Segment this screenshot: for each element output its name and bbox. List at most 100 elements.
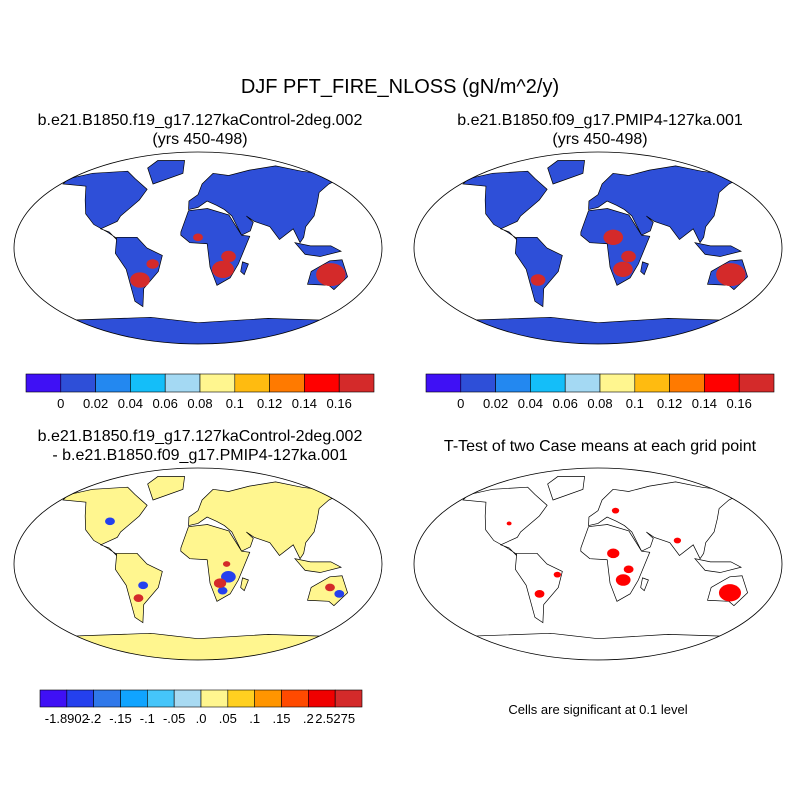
colorbar-label: 0.04 <box>518 396 543 411</box>
colorbar-box <box>599 373 636 393</box>
colorbar-box <box>269 373 305 393</box>
colorbar-box <box>120 689 148 708</box>
colorbar-box <box>147 689 175 708</box>
colorbar-box <box>564 373 601 393</box>
landmass-madagascar <box>240 261 249 276</box>
landmass-north-america <box>462 486 548 556</box>
colorbar-label: 0.02 <box>483 396 508 411</box>
colorbar-label: 0.08 <box>187 396 212 411</box>
map-panel-1 <box>13 151 383 345</box>
colorbar-box <box>199 373 236 393</box>
colorbar-box <box>39 689 68 708</box>
landmass-greenland <box>147 476 185 501</box>
colorbar-label: 0 <box>457 396 464 411</box>
colorbar-label: 0.04 <box>118 396 143 411</box>
landmass-north-america <box>462 170 548 240</box>
landmass-africa <box>580 208 651 286</box>
grid-cell-cluster <box>105 517 115 526</box>
colorbar-box <box>60 373 96 393</box>
colorbar-label: .0 <box>196 711 207 726</box>
grid-cell-cluster <box>221 250 236 263</box>
grid-cell-cluster <box>673 537 682 544</box>
colorbar-label: 0.08 <box>587 396 612 411</box>
landmass-madagascar <box>240 577 249 592</box>
grid-cell-cluster <box>718 584 742 602</box>
landmass-antarctica <box>459 316 737 344</box>
colorbar-label: -.05 <box>163 711 185 726</box>
colorbar-2: 0 0.02 0.04 0.06 0.08 0.1 0.12 0.14 0.16 <box>425 373 775 411</box>
panel2-title: b.e21.B1850.f09_g17.PMIP4-127ka.001 <box>457 112 743 129</box>
colorbar-box <box>495 373 531 393</box>
grid-cell-cluster <box>530 274 546 286</box>
colorbar-label: 0.1 <box>626 396 644 411</box>
colorbar-label: -.1 <box>140 711 155 726</box>
panel3-title: b.e21.B1850.f19_g17.127kaControl-2deg.00… <box>37 428 363 445</box>
grid-cell-cluster <box>316 263 346 287</box>
grid-cell-cluster <box>506 521 512 526</box>
colorbar-label: .2 <box>303 711 314 726</box>
colorbar-box <box>669 373 705 393</box>
colorbar-3: -1.8902-.2 -.15 -.1 -.05 .0 .05 .1 .15 .2 2.5275 <box>39 689 363 726</box>
colorbar-label: 0.12 <box>657 396 682 411</box>
colorbar-box <box>634 373 670 393</box>
colorbar-label: 0.16 <box>727 396 752 411</box>
colorbar-box <box>338 373 375 393</box>
colorbar-label: 0.02 <box>83 396 108 411</box>
colorbar-box <box>304 373 340 393</box>
landmass-africa <box>580 524 651 602</box>
landmass-madagascar <box>640 577 649 592</box>
colorbar-box <box>308 689 336 708</box>
colorbar-label: .05 <box>219 711 237 726</box>
colorbar-box <box>530 373 566 393</box>
colorbar-label: 0.14 <box>292 396 317 411</box>
colorbar-label: 0.14 <box>692 396 717 411</box>
landmass-greenland <box>547 160 585 185</box>
landmass-greenland <box>147 160 185 185</box>
colorbar-box <box>227 689 255 708</box>
grid-cell-cluster <box>534 590 545 598</box>
panel4-title: T-Test of two Case means at each grid po… <box>443 438 757 455</box>
map-border <box>13 467 383 661</box>
map-panel-4 <box>413 467 783 661</box>
colorbar-box <box>25 373 62 393</box>
colorbar-box <box>66 689 94 708</box>
grid-cell-cluster <box>217 586 228 595</box>
colorbar-label: .1 <box>249 711 260 726</box>
colorbar-label: -.15 <box>109 711 131 726</box>
grid-cell-cluster <box>213 578 227 588</box>
landmass-greenland <box>547 476 585 501</box>
colorbar-box <box>704 373 740 393</box>
grid-cell-cluster <box>611 507 620 514</box>
panel2-subtitle: (yrs 450-498) <box>552 131 648 148</box>
map-border <box>13 151 383 345</box>
colorbar-box <box>93 689 121 708</box>
figure-title: DJF PFT_FIRE_NLOSS (gN/m^2/y) <box>240 76 560 98</box>
grid-cell-cluster <box>325 583 335 592</box>
landmass-madagascar <box>640 261 649 276</box>
colorbar-box <box>95 373 131 393</box>
grid-cell-cluster <box>607 548 620 559</box>
landmass-antarctica <box>59 632 337 660</box>
grid-cell-cluster <box>130 272 150 288</box>
landmass-eurasia <box>188 165 341 244</box>
grid-cell-cluster <box>146 259 159 269</box>
colorbar-box <box>254 689 282 708</box>
colorbar-box <box>460 373 496 393</box>
colorbar-box <box>164 373 201 393</box>
map-panel-2 <box>413 151 783 345</box>
colorbar-box <box>173 689 202 708</box>
colorbar-label: -.2 <box>86 711 101 726</box>
landmass-indonesia <box>294 242 343 257</box>
landmass-eurasia <box>188 481 341 560</box>
grid-cell-cluster <box>613 261 633 278</box>
grid-cell-cluster <box>221 571 236 583</box>
landmass-eurasia <box>588 165 741 244</box>
landmass-south-america <box>514 236 563 308</box>
colorbar-label: 0.12 <box>257 396 282 411</box>
grid-cell-cluster <box>222 561 231 567</box>
panel4-note: Cells are significant at 0.1 level <box>508 702 688 717</box>
colorbar-label: 0.16 <box>327 396 352 411</box>
landmass-indonesia <box>694 242 743 257</box>
panel3-subtitle: - b.e21.B1850.f09_g17.PMIP4-127ka.001 <box>52 447 348 464</box>
